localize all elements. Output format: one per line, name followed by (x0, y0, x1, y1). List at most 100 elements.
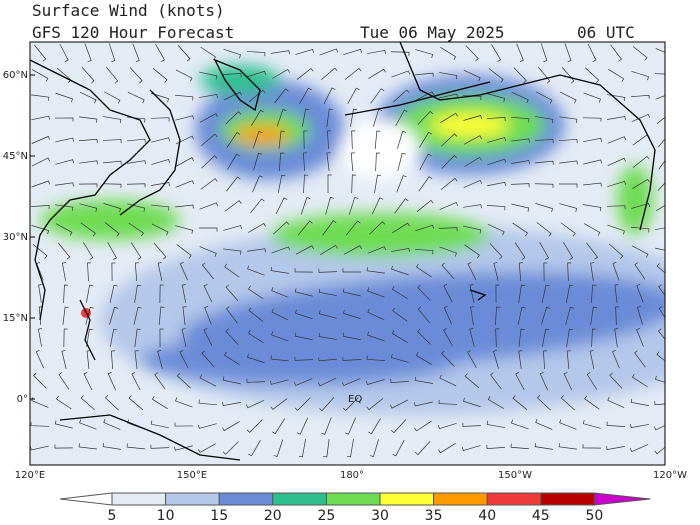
wind-barb (495, 306, 501, 326)
wind-barb (367, 50, 386, 55)
wind-barb (563, 242, 574, 260)
wind-barb (111, 262, 116, 282)
wind-barb (151, 158, 170, 165)
wind-barb (631, 94, 650, 99)
wind-barb (658, 160, 665, 170)
wind-barb (415, 91, 434, 101)
wind-barb (467, 350, 477, 369)
wind-barb (222, 376, 241, 385)
wind-barb (656, 204, 665, 212)
wind-barb (630, 398, 649, 406)
wind-barb (320, 67, 338, 81)
wind-barb (631, 373, 648, 388)
wind-barb (295, 245, 314, 255)
wind-barb (198, 423, 217, 429)
wind-barb (391, 265, 409, 276)
wind-barb (517, 306, 526, 325)
wind-barb (129, 67, 143, 84)
wind-barb (367, 287, 385, 298)
lon-labels: 120°E 150°E 180° 150°W 120°W (15, 470, 687, 481)
wind-barb (157, 350, 163, 369)
wind-barb (540, 43, 548, 63)
colorbar-label: 25 (317, 508, 335, 524)
wind-barb (102, 183, 122, 188)
wind-barb (198, 227, 218, 232)
wind-barb (632, 155, 650, 168)
wind-barb (607, 136, 627, 144)
wind-barb (486, 420, 505, 428)
wind-barb (367, 331, 385, 342)
wind-barb (128, 395, 144, 411)
wind-barb (631, 70, 650, 81)
wind-barb (175, 135, 194, 145)
wind-barb (470, 306, 475, 325)
wind-barb (270, 355, 289, 362)
wind-barb (462, 445, 481, 452)
wind-barb (251, 109, 264, 126)
wind-barb (465, 45, 479, 62)
wind-barb (536, 222, 552, 237)
wind-barb (394, 198, 409, 214)
colorbar-label: 50 (585, 508, 603, 524)
wind-barb (366, 398, 384, 411)
wind-barb (327, 174, 332, 194)
wind-barb (516, 43, 524, 63)
wind-barb (294, 309, 313, 320)
wind-barb (248, 89, 266, 103)
wind-barb (109, 306, 119, 325)
wind-barb (469, 284, 475, 303)
wind-barb (319, 397, 335, 412)
colorbar-label: 45 (532, 508, 550, 524)
wind-barb (175, 204, 194, 209)
wind-barb (464, 373, 480, 389)
wind-barb (390, 51, 410, 56)
wind-barb (393, 89, 410, 103)
wind-barb (350, 152, 355, 171)
wind-barb (415, 352, 432, 365)
wind-barb (590, 262, 595, 281)
wind-barb (615, 306, 620, 326)
wind-barb (246, 51, 266, 57)
wind-barb (395, 109, 408, 127)
wind-barb (419, 131, 432, 148)
wind-barb (614, 284, 619, 303)
colorbar-box (272, 492, 327, 506)
wind-barb (154, 372, 166, 390)
wind-barb (62, 306, 69, 325)
wind-barb (318, 268, 338, 273)
wind-barb (31, 225, 50, 235)
wind-barb (86, 328, 93, 347)
equator-label: EQ (348, 394, 362, 405)
wind-barb (226, 306, 238, 324)
wind-barb (176, 373, 191, 389)
wind-barb (341, 378, 361, 387)
wind-barb (38, 284, 43, 303)
wind-barb (583, 137, 602, 143)
wind-barb (270, 379, 289, 385)
wind-barb (318, 332, 337, 340)
wind-barb (248, 285, 264, 300)
lat-label: 0° (17, 394, 28, 405)
wind-barb (559, 91, 577, 104)
wind-barb (607, 180, 626, 188)
wind-barb (201, 262, 214, 280)
wind-barb (415, 224, 435, 232)
wind-barb (369, 221, 386, 235)
wind-barb (227, 153, 240, 170)
wind-barb (321, 417, 332, 435)
wind-barb (130, 242, 142, 260)
wind-barb (607, 116, 626, 121)
wind-barb (153, 242, 167, 260)
wind-barb (560, 395, 575, 411)
wind-barb (655, 247, 665, 251)
colorbar-label: 30 (371, 508, 389, 524)
wind-barb (463, 204, 482, 209)
wind-barb (252, 175, 263, 193)
wind-barb (271, 287, 289, 298)
wind-barb (181, 328, 187, 347)
wind-barb (396, 175, 407, 193)
wind-barb (200, 178, 218, 190)
wind-barb (417, 328, 431, 345)
wind-barb (655, 227, 665, 231)
wind-barb (250, 198, 265, 214)
